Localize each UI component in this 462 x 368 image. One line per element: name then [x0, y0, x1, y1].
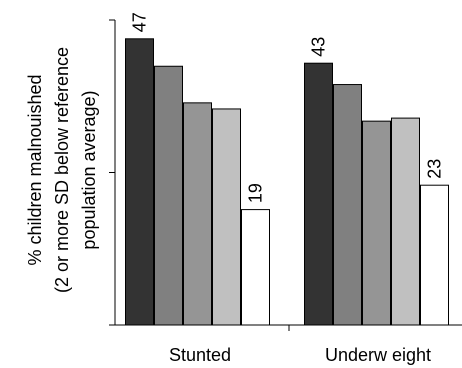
data-label-2: 43 [309, 37, 329, 57]
bar-1-4 [420, 184, 449, 326]
y-axis-label-line-3: population average) [79, 90, 99, 249]
bar-1-2 [362, 120, 391, 326]
bar-1-3 [391, 117, 420, 326]
category-label-1: Underw eight [325, 345, 431, 365]
bar-0-0 [125, 38, 154, 326]
bar-0-1 [154, 65, 183, 326]
axes-group [109, 19, 462, 331]
y-axis-label: % children malnouished (2 or more SD bel… [25, 47, 99, 293]
category-labels-group: Stunted Underw eight [169, 345, 431, 365]
bar-0-4 [241, 209, 270, 326]
bar-0-3 [212, 108, 241, 326]
category-label-0: Stunted [169, 345, 231, 365]
data-label-3: 23 [425, 159, 445, 179]
y-axis-label-line-2: (2 or more SD below reference [52, 47, 72, 293]
bar-1-1 [333, 84, 362, 326]
y-axis-label-line-1: % children malnouished [25, 74, 45, 265]
bar-1-0 [304, 62, 333, 326]
data-label-1: 19 [246, 183, 266, 203]
data-label-0: 47 [130, 12, 150, 32]
data-labels-group: 47 19 43 23 [130, 12, 445, 203]
bar-0-2 [183, 102, 212, 326]
bars-group [125, 38, 449, 326]
